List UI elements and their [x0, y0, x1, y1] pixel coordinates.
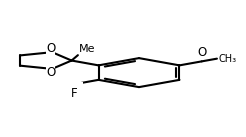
Text: CH₃: CH₃	[218, 54, 236, 64]
Text: Me: Me	[79, 44, 96, 54]
Text: O: O	[46, 42, 55, 55]
Text: O: O	[198, 46, 207, 59]
Text: O: O	[46, 66, 55, 79]
Text: F: F	[71, 88, 77, 100]
